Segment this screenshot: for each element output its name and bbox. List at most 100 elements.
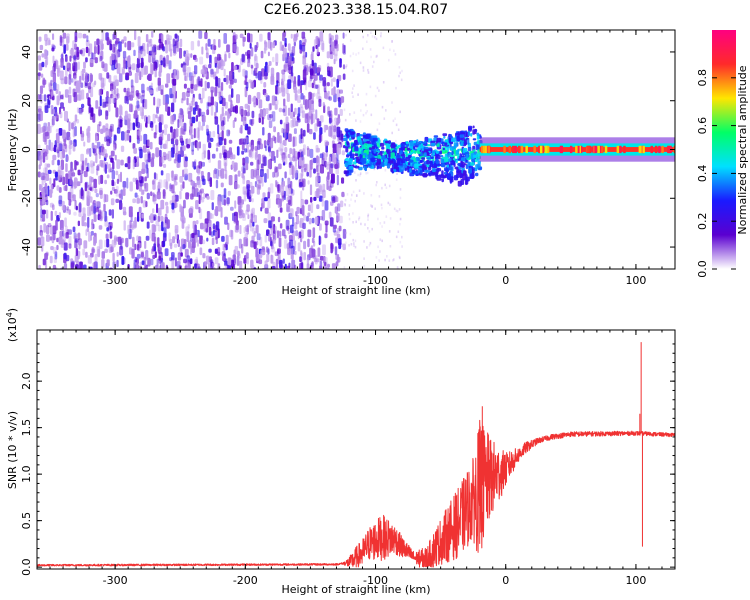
heatmap-cell [183, 168, 188, 176]
heatmap-cell [119, 202, 123, 210]
heatmap-cell [597, 145, 600, 154]
heatmap-cell [395, 139, 397, 143]
heatmap-cell [206, 195, 210, 200]
heatmap-cell [316, 118, 320, 127]
heatmap-cell [249, 119, 253, 125]
heatmap-cell [59, 230, 64, 237]
heatmap-cell [206, 109, 210, 116]
heatmap-cell [232, 106, 237, 113]
heatmap-cell [238, 238, 242, 249]
heatmap-cell [449, 134, 453, 138]
heatmap-cell [82, 73, 85, 81]
heatmap-cell [533, 145, 536, 154]
heatmap-cell [45, 209, 49, 219]
heatmap-cell [215, 236, 218, 245]
heatmap-cell [345, 66, 347, 69]
heatmap-cell [106, 259, 110, 267]
heatmap-cell [307, 238, 310, 248]
heatmap-cell [152, 46, 156, 53]
heatmap-cell [196, 220, 199, 225]
heatmap-cell [359, 61, 362, 65]
heatmap-cell [288, 199, 291, 205]
heatmap-cell [443, 135, 446, 139]
heatmap-cell [56, 237, 59, 243]
heatmap-cell [68, 121, 71, 132]
heatmap-cell [203, 68, 207, 78]
heatmap-cell [122, 181, 127, 188]
heatmap-cell [147, 115, 151, 124]
heatmap-cell [255, 247, 259, 258]
heatmap-cell [336, 212, 340, 222]
heatmap-cell [202, 253, 206, 259]
heatmap-cell [249, 190, 253, 197]
heatmap-cell [302, 129, 306, 137]
heatmap-cell [233, 162, 238, 171]
heatmap-cell [121, 39, 125, 44]
heatmap-cell [353, 111, 356, 114]
heatmap-cell [123, 58, 126, 69]
heatmap-cell [165, 94, 169, 105]
heatmap-cell [50, 79, 53, 87]
heatmap-cell [455, 150, 460, 155]
heatmap-cell [179, 190, 182, 200]
heatmap-cell [288, 186, 291, 195]
heatmap-cell [199, 188, 204, 194]
heatmap-cell [90, 160, 94, 168]
heatmap-cell [294, 150, 298, 161]
heatmap-cell [245, 137, 249, 144]
heatmap-cell [334, 206, 338, 214]
heatmap-cell [236, 255, 240, 266]
heatmap-cell [118, 73, 123, 83]
heatmap-cell [237, 253, 241, 259]
heatmap-cell [171, 132, 175, 142]
heatmap-cell [113, 189, 118, 194]
heatmap-cell [46, 163, 51, 168]
heatmap-cell [223, 152, 227, 159]
heatmap-cell [127, 159, 131, 170]
heatmap-cell [380, 142, 385, 147]
heatmap-cell [62, 32, 67, 39]
heatmap-cell [108, 103, 111, 112]
heatmap-cell [326, 176, 330, 182]
heatmap-cell [103, 193, 106, 203]
heatmap-cell [265, 108, 269, 115]
heatmap-cell [61, 36, 65, 47]
heatmap-cell [171, 252, 175, 261]
heatmap-cell [201, 87, 205, 99]
heatmap-cell [399, 150, 403, 155]
heatmap-cell [114, 97, 117, 108]
heatmap-cell [207, 131, 212, 141]
heatmap-cell [286, 265, 291, 269]
heatmap-cell [286, 93, 290, 102]
x-tick-label: -300 [103, 574, 128, 587]
x-tick-label: 0 [502, 274, 509, 287]
heatmap-cell [196, 239, 199, 247]
heatmap-cell [114, 40, 119, 45]
heatmap-cell [345, 147, 349, 153]
heatmap-cell [119, 190, 123, 201]
heatmap-cell [123, 220, 126, 231]
heatmap-cell [560, 145, 563, 154]
heatmap-cell [228, 175, 233, 186]
heatmap-cell [319, 31, 324, 42]
heatmap-cell [282, 258, 285, 264]
heatmap-cell [215, 147, 219, 152]
heatmap-cell [291, 46, 296, 56]
heatmap-cell [395, 148, 398, 152]
heatmap-cell [426, 159, 430, 165]
heatmap-cell [400, 78, 403, 82]
heatmap-cell [170, 170, 174, 178]
heatmap-cell [260, 207, 263, 212]
heatmap-cell [381, 186, 383, 190]
heatmap-cell [384, 183, 386, 187]
heatmap-cell [436, 175, 442, 181]
heatmap-cell [394, 117, 396, 120]
heatmap-cell [53, 144, 57, 153]
heatmap-cell [87, 48, 90, 57]
heatmap-cell [317, 67, 321, 73]
heatmap-cell [177, 252, 182, 261]
heatmap-cell [62, 149, 65, 159]
heatmap-cell [303, 251, 306, 261]
heatmap-cell [362, 35, 364, 39]
